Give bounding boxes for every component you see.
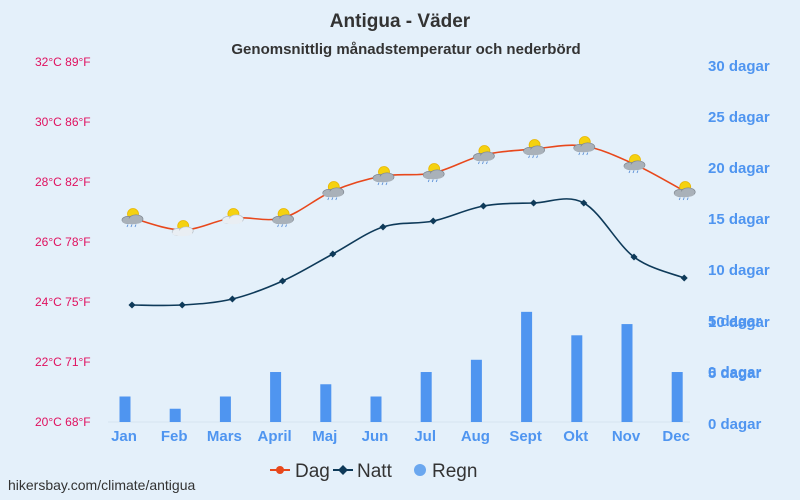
left-axis-tick-label: 32°C 89°F (35, 55, 91, 69)
rain-bar[interactable] (621, 324, 633, 422)
left-axis-tick-label: 20°C 68°F (35, 415, 91, 429)
legend-rain-label: Regn (432, 461, 477, 482)
sun-cloud-rain-icon (673, 181, 696, 201)
legend-rain-marker (414, 464, 426, 476)
rain-bar[interactable] (420, 372, 432, 422)
rain-bar[interactable] (671, 372, 683, 422)
night-point[interactable] (630, 253, 638, 261)
left-axis-tick-label: 26°C 78°F (35, 235, 91, 249)
rain-bars (119, 311, 683, 423)
legend-night-label: Natt (357, 461, 393, 482)
night-point[interactable] (680, 274, 688, 282)
temperature-lines (128, 143, 688, 309)
source-link[interactable]: hikersbay.com/climate/antigua (8, 477, 195, 493)
left-axis-ticks: 20°C 68°F 22°C 71°F 24°C 75°F 26°C 78°F 28°C… (35, 55, 91, 429)
night-point[interactable] (479, 202, 487, 210)
right-axis-tick-label: 20 dagar (708, 160, 770, 177)
sun-cloud-rain-icon (523, 139, 545, 159)
rain-bar[interactable] (521, 311, 533, 422)
x-axis-tick-label: Jan (111, 428, 137, 445)
sun-cloud-rain-icon (272, 208, 294, 228)
sun-cloud-rain-icon (121, 208, 144, 228)
sun-cloud-rain-icon (372, 166, 395, 186)
legend[interactable]: Dag Natt Regn (270, 461, 477, 482)
sun-cloud-rain-icon (422, 163, 445, 183)
rain-bar[interactable] (119, 396, 131, 423)
chart-subtitle: Genomsnittlig månadstemperatur och neder… (231, 41, 580, 58)
weather-icons (121, 136, 696, 237)
x-axis-tick-label: Okt (563, 428, 588, 445)
x-axis-tick-label: Maj (312, 428, 337, 445)
right-axis-tick-label: 15 dagar (708, 211, 770, 228)
chart-title: Antigua - Väder (330, 11, 471, 32)
sun-cloud-rain-icon (322, 181, 345, 201)
left-axis-tick-label: 22°C 71°F (35, 355, 91, 369)
sun-cloud-rain-icon (473, 145, 495, 165)
x-axis-tick-label: Jul (414, 428, 436, 445)
night-point[interactable] (379, 223, 387, 231)
rain-bar[interactable] (370, 396, 382, 423)
x-axis-tick-label: Jun (362, 428, 389, 445)
night-point[interactable] (178, 301, 186, 309)
x-axis-tick-label: Aug (461, 428, 490, 445)
right-axis-tick-label: 25 dagar (708, 109, 770, 126)
rain-bar[interactable] (219, 396, 231, 423)
right-axis-tick-label: 10 dagar (708, 262, 770, 279)
night-point[interactable] (329, 250, 337, 258)
right-axis-tick-label: 30 dagar (708, 58, 770, 75)
night-point[interactable] (279, 277, 287, 285)
right-axis-tick-label: 0 dagar (708, 364, 762, 381)
rain-axis-tick-label: 10 dagar (708, 314, 770, 331)
rain-bar[interactable] (470, 359, 482, 422)
left-axis-tick-label: 30°C 86°F (35, 115, 91, 129)
day-line (131, 144, 685, 231)
night-point[interactable] (228, 295, 236, 303)
night-point[interactable] (580, 199, 588, 207)
night-point[interactable] (429, 217, 437, 225)
rain-axis-tick-label: 5 dagar (708, 365, 762, 382)
legend-item-day[interactable]: Dag (270, 461, 330, 482)
night-point[interactable] (128, 301, 136, 309)
x-axis-tick-label: April (258, 428, 292, 445)
x-axis-ticks: Jan Feb Mars April Maj Jun Jul Aug Sept Okt Nov Dec (111, 428, 690, 445)
x-axis-tick-label: Nov (612, 428, 641, 445)
rain-bar[interactable] (169, 408, 181, 422)
x-axis-tick-label: Dec (662, 428, 690, 445)
legend-day-label: Dag (295, 461, 330, 482)
sun-cloud-rain-icon (573, 136, 596, 156)
sun-cloud-rain-icon (623, 154, 646, 174)
left-axis-tick-label: 24°C 75°F (35, 295, 91, 309)
legend-night-marker (338, 465, 348, 475)
legend-day-marker (276, 466, 284, 474)
legend-item-rain[interactable]: Regn (414, 461, 477, 482)
x-axis-tick-label: Mars (207, 428, 242, 445)
sun-cloud-icon (171, 220, 194, 237)
left-axis-tick-label: 28°C 82°F (35, 175, 91, 189)
night-line (131, 198, 685, 307)
right-axis-tick-label: 5 dagar (708, 313, 762, 330)
rain-bar[interactable] (270, 372, 282, 422)
sun-cloud-icon (222, 208, 244, 225)
rain-axis-tick-label: 0 dagar (708, 416, 762, 433)
legend-item-night[interactable]: Natt (333, 461, 393, 482)
night-point[interactable] (530, 199, 538, 207)
rain-bar[interactable] (571, 335, 583, 422)
rain-bar[interactable] (320, 384, 332, 422)
x-axis-tick-label: Feb (161, 428, 188, 445)
x-axis-tick-label: Sept (509, 428, 542, 445)
